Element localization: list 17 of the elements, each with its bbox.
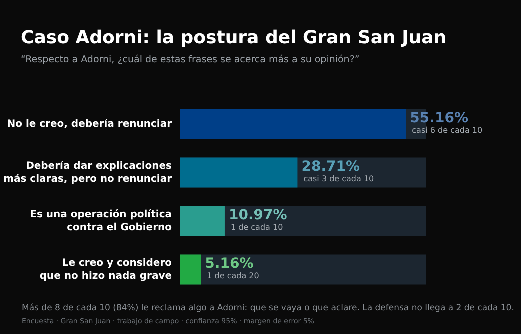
annotation: 1 de cada 10 [230, 222, 284, 232]
bar [180, 206, 225, 236]
y-tick-label: Es una operación política contra el Gobierno [30, 209, 172, 234]
annotation: casi 6 de cada 10 [412, 126, 483, 135]
text: Más de 8 de cada 10 (84%) le reclama algo a Adorni: que se vaya o que aclare. La defensa no llega a 2 de cada 10. [22, 304, 514, 314]
annotation: 1 de cada 20 [207, 271, 260, 280]
y-tick-label: Le creo y considero que no hizo nada grave [40, 258, 172, 282]
chart-title: Caso Adorni: la postura del Gran San Juan [21, 28, 447, 48]
data-label: 28.71% [302, 158, 360, 175]
data-label: 10.97% [228, 207, 288, 224]
annotation: casi 3 de cada 10 [304, 174, 374, 184]
y-tick-label: No le creo, debería renunciar [7, 118, 172, 130]
bar [180, 254, 202, 285]
data-label: 5.16% [205, 256, 254, 272]
chart-subtitle: “Respecto a Adorni, ¿cuál de estas frases se acerca más a su opinión?” [21, 54, 360, 66]
data-label: 55.16% [410, 110, 468, 126]
y-tick-label: Debería dar explicaciones más claras, pero no renunciar [4, 160, 172, 185]
